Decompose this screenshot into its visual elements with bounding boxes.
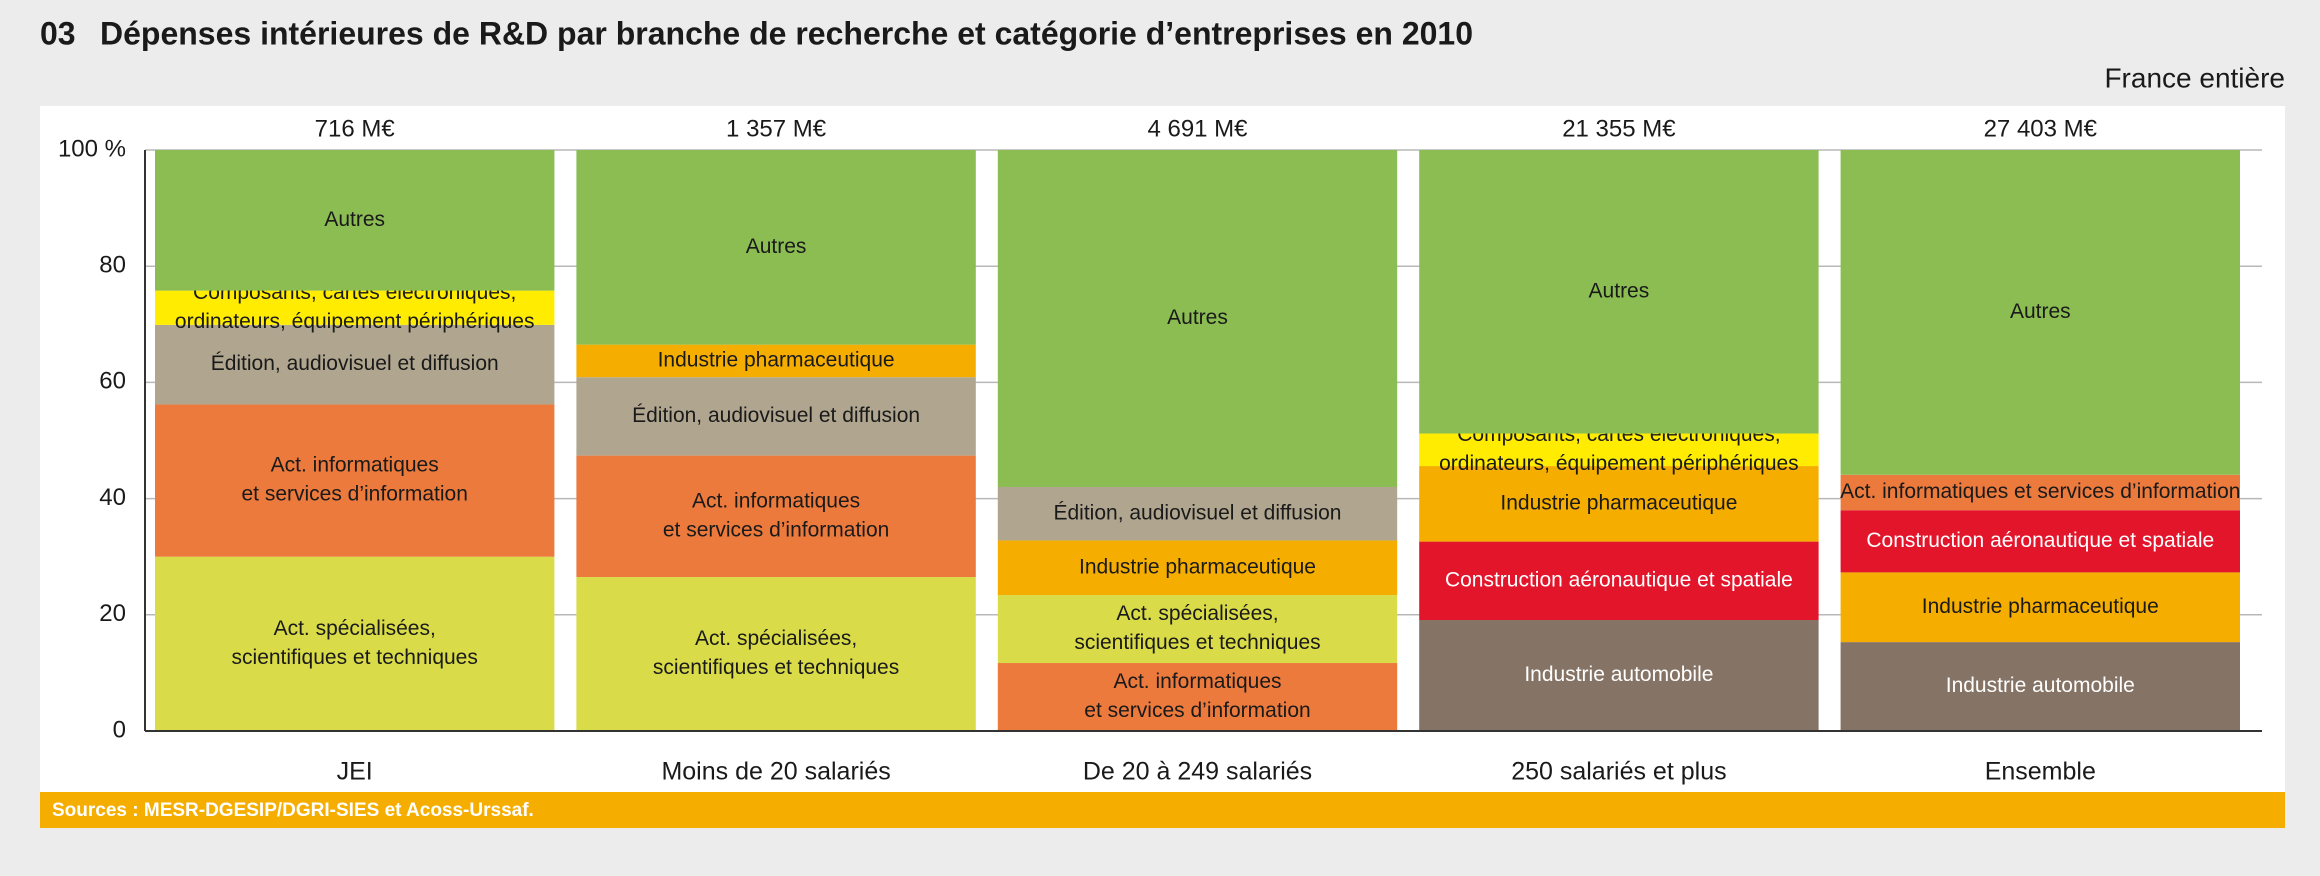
segment-label: Industrie pharmaceutique <box>1079 555 1316 578</box>
segment-label: Autres <box>2010 300 2071 323</box>
x-tick-label: Ensemble <box>1985 758 2096 786</box>
segment-label: et services d’information <box>241 483 467 506</box>
total-label: 21 355 M€ <box>1562 115 1676 142</box>
bar-segment <box>155 324 555 405</box>
bar-segment <box>1419 466 1819 542</box>
bar-segment <box>1840 474 2240 511</box>
bar-segment <box>155 150 555 291</box>
segment-label: Act. informatiques <box>1113 670 1281 693</box>
segment-label: et services d’information <box>1084 699 1310 722</box>
total-label: 1 357 M€ <box>726 115 827 142</box>
bar-segment <box>155 556 555 731</box>
total-label: 4 691 M€ <box>1147 115 1248 142</box>
segment-label: Act. informatiques <box>692 489 860 512</box>
bar-segment <box>576 577 976 731</box>
y-tick-label: 20 <box>99 600 126 627</box>
segment-label: Autres <box>1167 306 1228 329</box>
y-tick-label: 0 <box>113 716 126 743</box>
segment-label: Act. spécialisées, <box>695 627 857 650</box>
bar-segment <box>997 663 1398 731</box>
segment-label: Act. spécialisées, <box>1116 602 1278 625</box>
y-tick-label: 60 <box>99 368 126 395</box>
chart-title: Dépenses intérieures de R&D par branche … <box>100 15 1473 51</box>
bar-segment <box>1419 541 1819 621</box>
x-tick-label: JEI <box>337 758 373 786</box>
total-label: 716 M€ <box>315 115 396 142</box>
y-tick-label: 40 <box>99 484 126 511</box>
bar-segment <box>155 404 555 557</box>
segment-label: Construction aéronautique et spatiale <box>1866 529 2214 552</box>
segment-label: Autres <box>1589 279 1650 302</box>
segment-label: ordinateurs, équipement périphériques <box>1439 452 1799 475</box>
x-tick-label: De 20 à 249 salariés <box>1083 758 1312 786</box>
bar-segment <box>1419 620 1819 731</box>
segment-label: scientifiques et techniques <box>653 656 899 679</box>
bar-segment <box>576 455 976 578</box>
bar-segment <box>1840 572 2240 643</box>
bar-segment <box>997 486 1398 541</box>
bar-segment <box>576 344 976 378</box>
bar-segment <box>997 150 1398 487</box>
segment-label: Industrie pharmaceutique <box>1500 491 1737 514</box>
segment-label: scientifiques et techniques <box>1074 631 1320 654</box>
total-label: 27 403 M€ <box>1984 115 2098 142</box>
segment-label: Édition, audiovisuel et diffusion <box>1054 501 1342 524</box>
chart-subtitle: France entière <box>2104 62 2285 93</box>
bar-segment <box>1840 642 2240 731</box>
segment-label: Act. spécialisées, <box>274 617 436 640</box>
x-tick-label: Moins de 20 salariés <box>661 758 890 786</box>
bar-segment <box>1419 150 1819 434</box>
segment-label: Act. informatiques et services d’informa… <box>1840 480 2240 503</box>
segment-label: Autres <box>746 235 807 258</box>
bar-segment <box>997 595 1398 664</box>
segment-label: ordinateurs, équipement périphériques <box>175 310 535 333</box>
segment-label: Industrie pharmaceutique <box>1922 595 2159 618</box>
bar-segment <box>997 540 1398 596</box>
bar-segment <box>1840 510 2240 573</box>
segment-label: Industrie pharmaceutique <box>658 348 895 371</box>
segment-label: Industrie automobile <box>1946 674 2135 697</box>
segment-label: et services d’information <box>663 518 889 541</box>
segment-label: Industrie automobile <box>1524 663 1713 686</box>
y-tick-label: 80 <box>99 252 126 279</box>
segment-label: Édition, audiovisuel et diffusion <box>211 352 499 375</box>
bar-segment <box>576 150 976 345</box>
segment-label: Édition, audiovisuel et diffusion <box>632 404 920 427</box>
bar-segment <box>155 290 555 325</box>
source-bar <box>40 792 2285 828</box>
source: Sources : MESR-DGESIP/DGRI-SIES et Acoss… <box>52 800 534 821</box>
bar-segment <box>1419 433 1819 467</box>
y-tick-label: 100 % <box>58 135 126 162</box>
segment-label: Construction aéronautique et spatiale <box>1445 568 1793 591</box>
bar-segment <box>576 377 976 456</box>
bar-segment <box>1840 150 2240 475</box>
segment-label: Autres <box>324 208 385 231</box>
segment-label: Act. informatiques <box>271 454 439 477</box>
segment-label: scientifiques et techniques <box>232 646 478 669</box>
figure-number: 03 <box>40 15 76 51</box>
x-tick-label: 250 salariés et plus <box>1511 758 1726 786</box>
